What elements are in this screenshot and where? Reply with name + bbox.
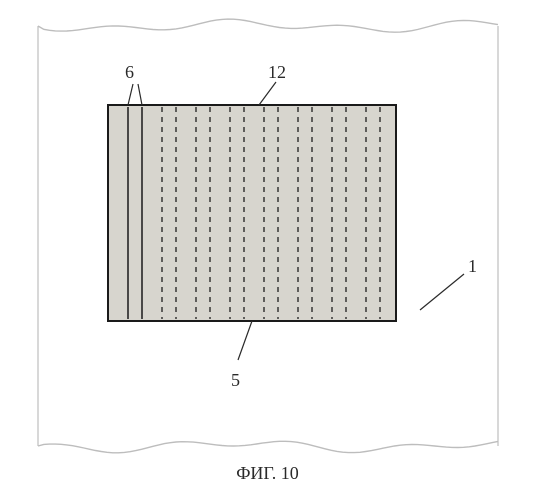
figure-caption: ФИГ. 10 <box>0 463 535 484</box>
ref-label-1: 1 <box>468 256 477 277</box>
ref-label-6: 6 <box>125 62 134 83</box>
inner-rect <box>108 105 396 321</box>
ref-label-5: 5 <box>231 370 240 391</box>
ref-label-12: 12 <box>268 62 286 83</box>
figure-stage: ФИГ. 10 12 6 5 1 <box>0 0 535 500</box>
